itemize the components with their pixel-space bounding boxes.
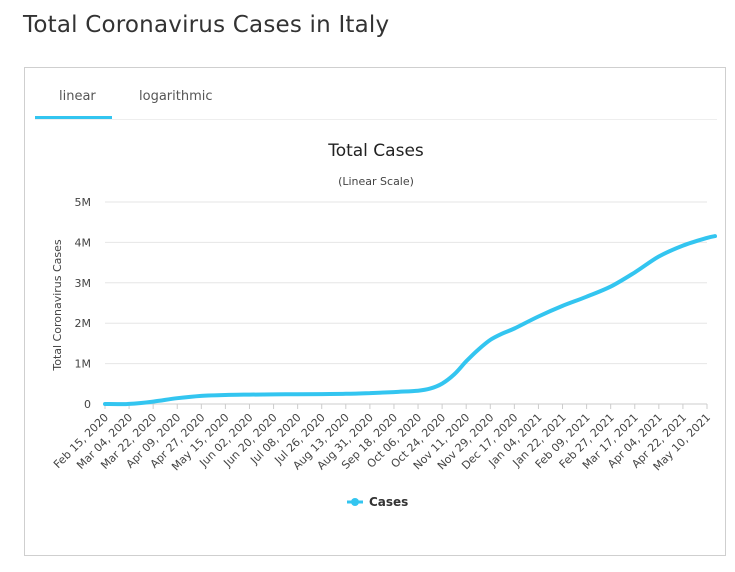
scale-tabs: linear logarithmic bbox=[35, 68, 717, 120]
y-tick-label: 3M bbox=[75, 277, 92, 290]
legend-swatch-marker bbox=[351, 498, 359, 506]
y-tick-label: 4M bbox=[75, 236, 92, 249]
y-tick-label: 1M bbox=[75, 358, 92, 371]
legend-label-cases: Cases bbox=[369, 495, 408, 509]
legend[interactable]: Cases bbox=[347, 495, 408, 509]
chart-title: Total Cases bbox=[327, 141, 424, 161]
y-tick-label: 5M bbox=[75, 196, 92, 209]
chart-subtitle: (Linear Scale) bbox=[338, 175, 414, 188]
line-chart: Total Cases (Linear Scale) Total Coronav… bbox=[51, 141, 717, 509]
y-tick-label: 2M bbox=[75, 317, 92, 330]
series-line-cases bbox=[103, 234, 717, 407]
page-title: Total Coronavirus Cases in Italy bbox=[23, 12, 390, 38]
y-tick-label: 0 bbox=[84, 398, 91, 411]
chart-panel: linear logarithmic Total Cases (Linear S… bbox=[24, 67, 726, 556]
y-axis-label: Total Coronavirus Cases bbox=[51, 239, 64, 372]
tab-linear[interactable]: linear bbox=[59, 89, 96, 104]
active-tab-indicator bbox=[35, 116, 112, 119]
tab-logarithmic[interactable]: logarithmic bbox=[139, 89, 213, 104]
